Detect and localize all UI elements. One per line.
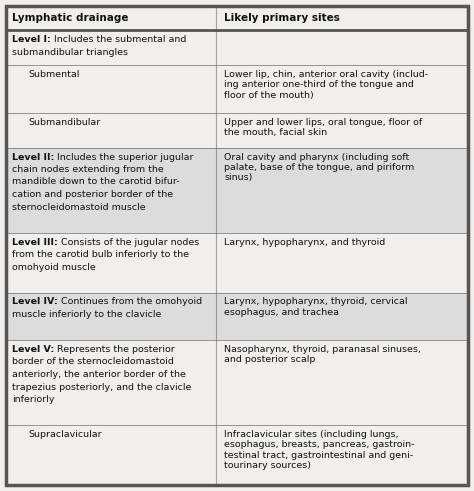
Text: cation and posterior border of the: cation and posterior border of the — [12, 190, 173, 199]
Text: trapezius posteriorly, and the clavicle: trapezius posteriorly, and the clavicle — [12, 382, 191, 391]
Text: Level I:: Level I: — [12, 35, 51, 44]
Text: Continues from the omohyoid: Continues from the omohyoid — [58, 298, 202, 306]
Text: Larynx, hypopharynx, and thyroid: Larynx, hypopharynx, and thyroid — [224, 238, 385, 246]
Text: Lymphatic drainage: Lymphatic drainage — [12, 13, 128, 23]
Text: Nasopharynx, thyroid, paranasal sinuses,
and posterior scalp: Nasopharynx, thyroid, paranasal sinuses,… — [224, 345, 421, 364]
Text: mandible down to the carotid bifur-: mandible down to the carotid bifur- — [12, 178, 180, 187]
Text: Submandibular: Submandibular — [28, 117, 100, 127]
Text: Larynx, hypopharynx, thyroid, cervical
esophagus, and trachea: Larynx, hypopharynx, thyroid, cervical e… — [224, 298, 408, 317]
Text: inferiorly: inferiorly — [12, 395, 55, 404]
Text: Level II:: Level II: — [12, 153, 54, 162]
Text: omohyoid muscle: omohyoid muscle — [12, 263, 96, 272]
Text: Consists of the jugular nodes: Consists of the jugular nodes — [58, 238, 199, 246]
Text: anteriorly, the anterior border of the: anteriorly, the anterior border of the — [12, 370, 186, 379]
Text: Infraclavicular sites (including lungs,
esophagus, breasts, pancreas, gastroin-
: Infraclavicular sites (including lungs, … — [224, 430, 415, 470]
Text: from the carotid bulb inferiorly to the: from the carotid bulb inferiorly to the — [12, 250, 189, 259]
Text: Includes the superior jugular: Includes the superior jugular — [54, 153, 194, 162]
Text: Level III:: Level III: — [12, 238, 58, 246]
Text: submandibular triangles: submandibular triangles — [12, 48, 128, 56]
Text: Level V:: Level V: — [12, 345, 54, 354]
Text: chain nodes extending from the: chain nodes extending from the — [12, 165, 164, 174]
Text: Oral cavity and pharynx (including soft
palate, base of the tongue, and piriform: Oral cavity and pharynx (including soft … — [224, 153, 414, 182]
Text: Includes the submental and: Includes the submental and — [51, 35, 186, 44]
Text: muscle inferiorly to the clavicle: muscle inferiorly to the clavicle — [12, 310, 161, 319]
Text: Likely primary sites: Likely primary sites — [224, 13, 340, 23]
Text: border of the sternocleidomastoid: border of the sternocleidomastoid — [12, 357, 174, 366]
Bar — [6, 293, 468, 340]
Text: Upper and lower lips, oral tongue, floor of
the mouth, facial skin: Upper and lower lips, oral tongue, floor… — [224, 117, 422, 137]
Text: sternocleidomastoid muscle: sternocleidomastoid muscle — [12, 202, 146, 212]
Text: Represents the posterior: Represents the posterior — [54, 345, 175, 354]
Text: Lower lip, chin, anterior oral cavity (includ-
ing anterior one-third of the ton: Lower lip, chin, anterior oral cavity (i… — [224, 70, 428, 100]
Text: Supraclavicular: Supraclavicular — [28, 430, 101, 439]
Text: Submental: Submental — [28, 70, 79, 79]
Bar — [6, 147, 468, 233]
Text: Level IV:: Level IV: — [12, 298, 58, 306]
